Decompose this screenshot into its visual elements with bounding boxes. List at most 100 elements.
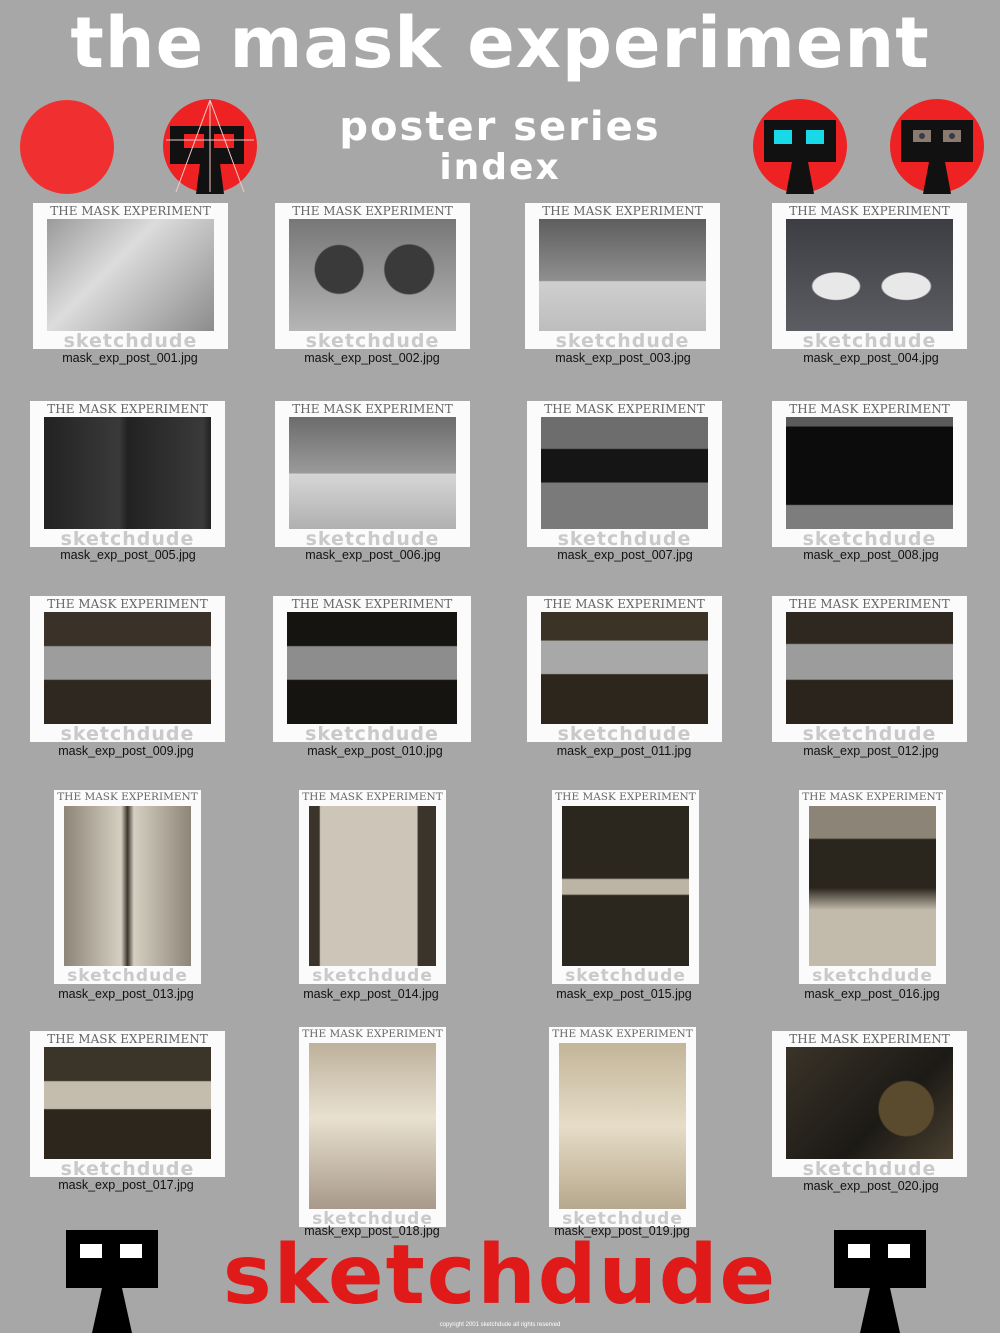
thumbnail-artwork [539, 219, 706, 331]
thumbnail-footer: sketchdude [60, 723, 195, 742]
poster-thumbnail[interactable]: THE MASK EXPERIMENT sketchdude [525, 203, 720, 349]
thumbnail-footer: sketchdude [312, 966, 433, 984]
thumbnail-artwork [289, 417, 456, 529]
poster-thumbnail[interactable]: THE MASK EXPERIMENT sketchdude [30, 401, 225, 547]
poster-thumbnail[interactable]: THE MASK EXPERIMENT sketchdude [33, 203, 228, 349]
poster-thumbnail[interactable]: THE MASK EXPERIMENT sketchdude [275, 401, 470, 547]
thumbnail-artwork [541, 612, 708, 724]
thumbnail-artwork [786, 417, 953, 529]
page-subtitle: poster series [339, 104, 661, 150]
thumbnail-header: THE MASK EXPERIMENT [47, 1032, 208, 1046]
poster-thumbnail[interactable]: THE MASK EXPERIMENT sketchdude [527, 401, 722, 547]
thumbnail-header: THE MASK EXPERIMENT [552, 1028, 693, 1040]
thumbnail-artwork [562, 806, 689, 966]
thumbnail-filename-link[interactable]: mask_exp_post_009.jpg [58, 744, 194, 758]
thumbnail-header: THE MASK EXPERIMENT [789, 1032, 950, 1046]
thumbnail-header: THE MASK EXPERIMENT [542, 204, 703, 218]
thumbnail-header: THE MASK EXPERIMENT [544, 597, 705, 611]
thumbnail-filename-link[interactable]: mask_exp_post_020.jpg [803, 1179, 939, 1193]
copyright-text: copyright 2001 sketchdude all rights res… [439, 1322, 561, 1328]
poster-thumbnail[interactable]: THE MASK EXPERIMENT sketchdude [549, 1027, 696, 1227]
thumbnail-footer: sketchdude [812, 966, 933, 984]
thumbnail-filename-link[interactable]: mask_exp_post_012.jpg [803, 744, 939, 758]
thumbnail-filename-link[interactable]: mask_exp_post_013.jpg [58, 987, 194, 1001]
thumbnail-artwork [64, 806, 191, 966]
thumbnail-header: THE MASK EXPERIMENT [555, 791, 696, 803]
poster-thumbnail[interactable]: THE MASK EXPERIMENT sketchdude [772, 596, 967, 742]
thumbnail-footer: sketchdude [63, 330, 198, 349]
thumbnail-footer: sketchdude [555, 330, 690, 349]
thumbnail-header: THE MASK EXPERIMENT [291, 597, 453, 611]
thumbnail-filename-link[interactable]: mask_exp_post_018.jpg [304, 1224, 440, 1238]
thumbnail-footer: sketchdude [557, 528, 692, 547]
thumbnail-footer: sketchdude [802, 723, 937, 742]
thumbnail-header: THE MASK EXPERIMENT [292, 204, 453, 218]
thumbnail-artwork [44, 417, 211, 529]
poster-thumbnail[interactable]: THE MASK EXPERIMENT sketchdude [799, 790, 946, 984]
thumbnail-filename-link[interactable]: mask_exp_post_015.jpg [556, 987, 692, 1001]
thumbnail-footer: sketchdude [802, 528, 937, 547]
thumbnail-filename-link[interactable]: mask_exp_post_007.jpg [557, 548, 693, 562]
thumbnail-filename-link[interactable]: mask_exp_post_011.jpg [556, 744, 692, 758]
thumbnail-artwork [559, 1043, 686, 1209]
index-label: index [439, 147, 561, 188]
thumbnail-artwork [786, 612, 953, 724]
thumbnail-filename-link[interactable]: mask_exp_post_003.jpg [555, 351, 691, 365]
thumbnail-footer: sketchdude [305, 528, 440, 547]
thumbnail-footer: sketchdude [557, 723, 692, 742]
thumbnail-artwork [786, 1047, 953, 1159]
thumbnail-artwork [541, 417, 708, 529]
mask-figure-icon [66, 1230, 158, 1333]
poster-thumbnail[interactable]: THE MASK EXPERIMENT sketchdude [552, 790, 699, 984]
thumbnail-filename-link[interactable]: mask_exp_post_004.jpg [803, 351, 939, 365]
page-title: the mask experiment [70, 2, 930, 84]
thumbnail-filename-link[interactable]: mask_exp_post_002.jpg [304, 351, 440, 365]
poster-thumbnail[interactable]: THE MASK EXPERIMENT sketchdude [273, 596, 471, 742]
thumbnail-filename-link[interactable]: mask_exp_post_019.jpg [554, 1224, 690, 1238]
thumbnail-artwork [309, 806, 436, 966]
thumbnail-header: THE MASK EXPERIMENT [47, 597, 208, 611]
thumbnail-footer: sketchdude [305, 330, 440, 349]
thumbnail-header: THE MASK EXPERIMENT [789, 402, 950, 416]
thumbnail-footer: sketchdude [565, 966, 686, 984]
poster-thumbnail[interactable]: THE MASK EXPERIMENT sketchdude [30, 1031, 225, 1177]
thumbnail-filename-link[interactable]: mask_exp_post_010.jpg [307, 744, 443, 758]
mask-cyan-eyes-icon [753, 99, 847, 194]
poster-thumbnail[interactable]: THE MASK EXPERIMENT sketchdude [299, 790, 446, 984]
thumbnail-header: THE MASK EXPERIMENT [292, 402, 453, 416]
thumbnail-artwork [289, 219, 456, 331]
thumbnail-filename-link[interactable]: mask_exp_post_017.jpg [58, 1178, 194, 1192]
thumbnail-header: THE MASK EXPERIMENT [47, 402, 208, 416]
thumbnail-filename-link[interactable]: mask_exp_post_014.jpg [303, 987, 439, 1001]
thumbnail-filename-link[interactable]: mask_exp_post_008.jpg [803, 548, 939, 562]
thumbnail-artwork [287, 612, 457, 724]
thumbnail-header: THE MASK EXPERIMENT [789, 204, 950, 218]
mask-photo-eyes-icon [890, 99, 984, 194]
thumbnail-filename-link[interactable]: mask_exp_post_001.jpg [62, 351, 198, 365]
poster-thumbnail[interactable]: THE MASK EXPERIMENT sketchdude [527, 596, 722, 742]
thumbnail-footer: sketchdude [312, 1209, 433, 1227]
thumbnail-footer: sketchdude [67, 966, 188, 984]
thumbnail-artwork [44, 1047, 211, 1159]
poster-thumbnail[interactable]: THE MASK EXPERIMENT sketchdude [54, 790, 201, 984]
thumbnail-header: THE MASK EXPERIMENT [302, 791, 443, 803]
poster-thumbnail[interactable]: THE MASK EXPERIMENT sketchdude [772, 401, 967, 547]
poster-thumbnail[interactable]: THE MASK EXPERIMENT sketchdude [275, 203, 470, 349]
thumbnail-header: THE MASK EXPERIMENT [544, 402, 705, 416]
poster-thumbnail[interactable]: THE MASK EXPERIMENT sketchdude [772, 203, 967, 349]
poster-thumbnail[interactable]: THE MASK EXPERIMENT sketchdude [299, 1027, 446, 1227]
thumbnail-artwork [44, 612, 211, 724]
thumbnail-footer: sketchdude [802, 330, 937, 349]
poster-thumbnail[interactable]: THE MASK EXPERIMENT sketchdude [30, 596, 225, 742]
mask-figure-icon [834, 1230, 926, 1333]
thumbnail-header: THE MASK EXPERIMENT [302, 1028, 443, 1040]
thumbnail-filename-link[interactable]: mask_exp_post_006.jpg [305, 548, 441, 562]
red-circle-icon [20, 100, 114, 194]
thumbnail-header: THE MASK EXPERIMENT [802, 791, 943, 803]
brand-logo: sketchdude [222, 1228, 778, 1323]
thumbnail-footer: sketchdude [60, 1158, 195, 1177]
poster-thumbnail[interactable]: THE MASK EXPERIMENT sketchdude [772, 1031, 967, 1177]
thumbnail-filename-link[interactable]: mask_exp_post_016.jpg [804, 987, 940, 1001]
thumbnail-filename-link[interactable]: mask_exp_post_005.jpg [60, 548, 196, 562]
thumbnail-header: THE MASK EXPERIMENT [57, 791, 198, 803]
